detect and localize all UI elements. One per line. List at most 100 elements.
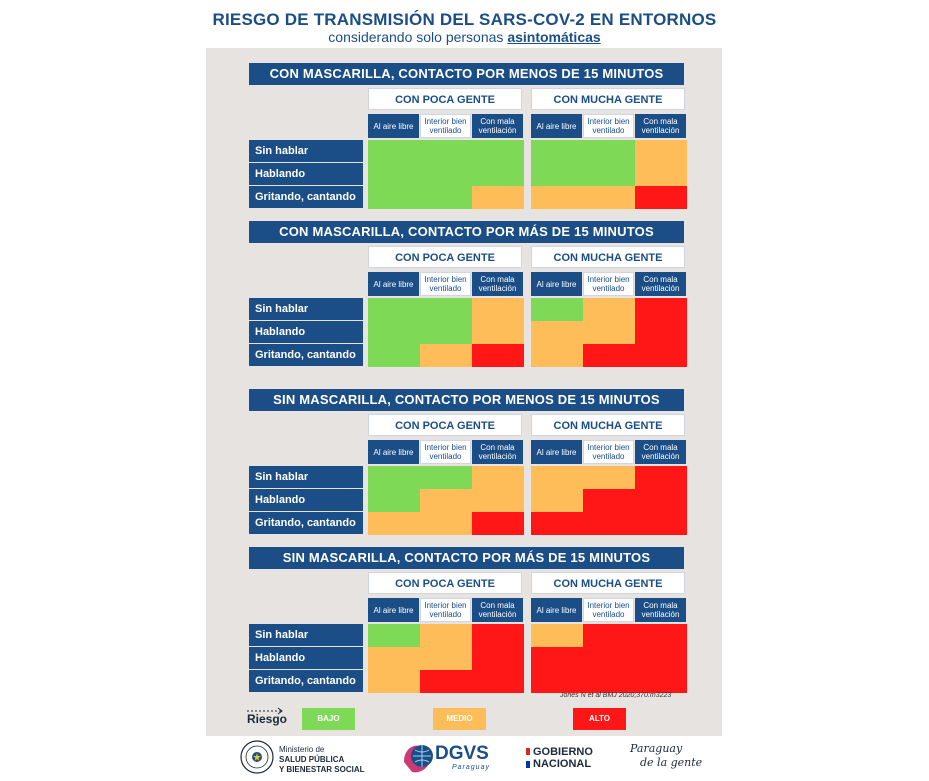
column-header: Con mala ventilación [472, 114, 523, 138]
risk-cell [420, 321, 472, 344]
column-header: Al aire libre [531, 272, 582, 296]
risk-cell [531, 186, 583, 209]
dotted-arrow-icon [247, 707, 283, 715]
risk-cell [531, 163, 583, 186]
column-header: Interior bien ventilado [583, 440, 634, 464]
risk-cell [531, 466, 583, 489]
citation: Jones N et al BMJ 2020;370:m3223 [560, 692, 672, 699]
subtitle-prefix: considerando solo personas [328, 29, 508, 45]
risk-cell [420, 298, 472, 321]
risk-cell [583, 298, 635, 321]
risk-cell [531, 489, 583, 512]
column-header: Al aire libre [368, 440, 419, 464]
risk-cell [368, 344, 420, 367]
risk-cell [583, 163, 635, 186]
risk-cell [635, 344, 687, 367]
risk-cell [635, 186, 687, 209]
ministry-small: Ministerio de [279, 745, 325, 754]
risk-cell [583, 512, 635, 535]
risk-cell [583, 186, 635, 209]
risk-cell [583, 140, 635, 163]
risk-cell [472, 321, 524, 344]
column-header: Con mala ventilación [472, 272, 523, 296]
risk-cell [531, 140, 583, 163]
row-header: Hablando [249, 489, 363, 511]
row-header: Gritando, cantando [249, 186, 363, 208]
row-header: Hablando [249, 321, 363, 343]
risk-cell [420, 489, 472, 512]
column-header: Con mala ventilación [635, 114, 686, 138]
risk-cell [368, 624, 420, 647]
gobierno-nacional: GOBIERNO NACIONAL [533, 746, 593, 770]
column-header: Con mala ventilación [472, 440, 523, 464]
risk-cell [531, 647, 583, 670]
pyg-line2: de la gente [640, 756, 703, 769]
page-subtitle: considerando solo personas asintomáticas [0, 29, 929, 45]
group-header-poca: CON POCA GENTE [368, 88, 522, 110]
page-title: RIESGO DE TRANSMISIÓN DEL SARS-COV-2 EN … [212, 10, 717, 29]
risk-cell [420, 624, 472, 647]
risk-cell [368, 466, 420, 489]
risk-cell [635, 466, 687, 489]
ministry-line2: Y BIENESTAR SOCIAL [279, 765, 365, 774]
risk-cell [472, 647, 524, 670]
risk-cell [420, 466, 472, 489]
legend-low: BAJO [302, 708, 355, 730]
risk-cell [531, 624, 583, 647]
risk-cell [635, 489, 687, 512]
risk-cell [583, 321, 635, 344]
column-header: Interior bien ventilado [420, 440, 471, 464]
paraguay-flag-icon [526, 748, 530, 768]
risk-cell [583, 344, 635, 367]
column-header: Con mala ventilación [472, 598, 523, 622]
risk-cell [472, 624, 524, 647]
section-title: SIN MASCARILLA, CONTACTO POR MÁS DE 15 M… [249, 547, 684, 569]
risk-cell [368, 163, 420, 186]
risk-cell [531, 298, 583, 321]
risk-cell [472, 466, 524, 489]
risk-cell [368, 670, 420, 693]
gob-line1: GOBIERNO [533, 746, 593, 758]
row-header: Hablando [249, 647, 363, 669]
risk-cell [420, 512, 472, 535]
risk-cell [635, 298, 687, 321]
risk-cell [583, 670, 635, 693]
risk-cell [420, 670, 472, 693]
column-header: Con mala ventilación [635, 598, 686, 622]
risk-cell [368, 140, 420, 163]
ministry-line1: SALUD PÚBLICA [279, 755, 345, 764]
risk-cell [472, 670, 524, 693]
group-header-poca: CON POCA GENTE [368, 246, 522, 268]
risk-cell [472, 163, 524, 186]
column-header: Interior bien ventilado [420, 272, 471, 296]
column-header: Interior bien ventilado [583, 114, 634, 138]
column-header: Con mala ventilación [635, 440, 686, 464]
risk-cell [531, 512, 583, 535]
group-header-mucha: CON MUCHA GENTE [531, 572, 685, 594]
row-header: Sin hablar [249, 466, 363, 488]
column-header: Al aire libre [531, 114, 582, 138]
risk-cell [472, 186, 524, 209]
risk-cell [635, 670, 687, 693]
section-title: CON MASCARILLA, CONTACTO POR MÁS DE 15 M… [249, 221, 684, 243]
column-header: Interior bien ventilado [420, 114, 471, 138]
risk-cell [635, 647, 687, 670]
group-header-mucha: CON MUCHA GENTE [531, 414, 685, 436]
column-header: Interior bien ventilado [583, 598, 634, 622]
legend-label: Riesgo [247, 712, 288, 726]
dgvs-wordmark: DGVS [435, 743, 489, 764]
risk-cell [583, 466, 635, 489]
group-header-poca: CON POCA GENTE [368, 572, 522, 594]
footer [0, 736, 929, 781]
risk-cell [472, 512, 524, 535]
risk-cell [583, 624, 635, 647]
row-header: Gritando, cantando [249, 512, 363, 534]
risk-cell [635, 140, 687, 163]
risk-cell [472, 489, 524, 512]
column-header: Con mala ventilación [635, 272, 686, 296]
column-header: Al aire libre [531, 598, 582, 622]
dgvs-subtitle: Paraguay [452, 764, 490, 771]
legend-high: ALTO [573, 708, 626, 730]
header: RIESGO DE TRANSMISIÓN DEL SARS-COV-2 EN … [0, 0, 929, 48]
risk-cell [420, 186, 472, 209]
